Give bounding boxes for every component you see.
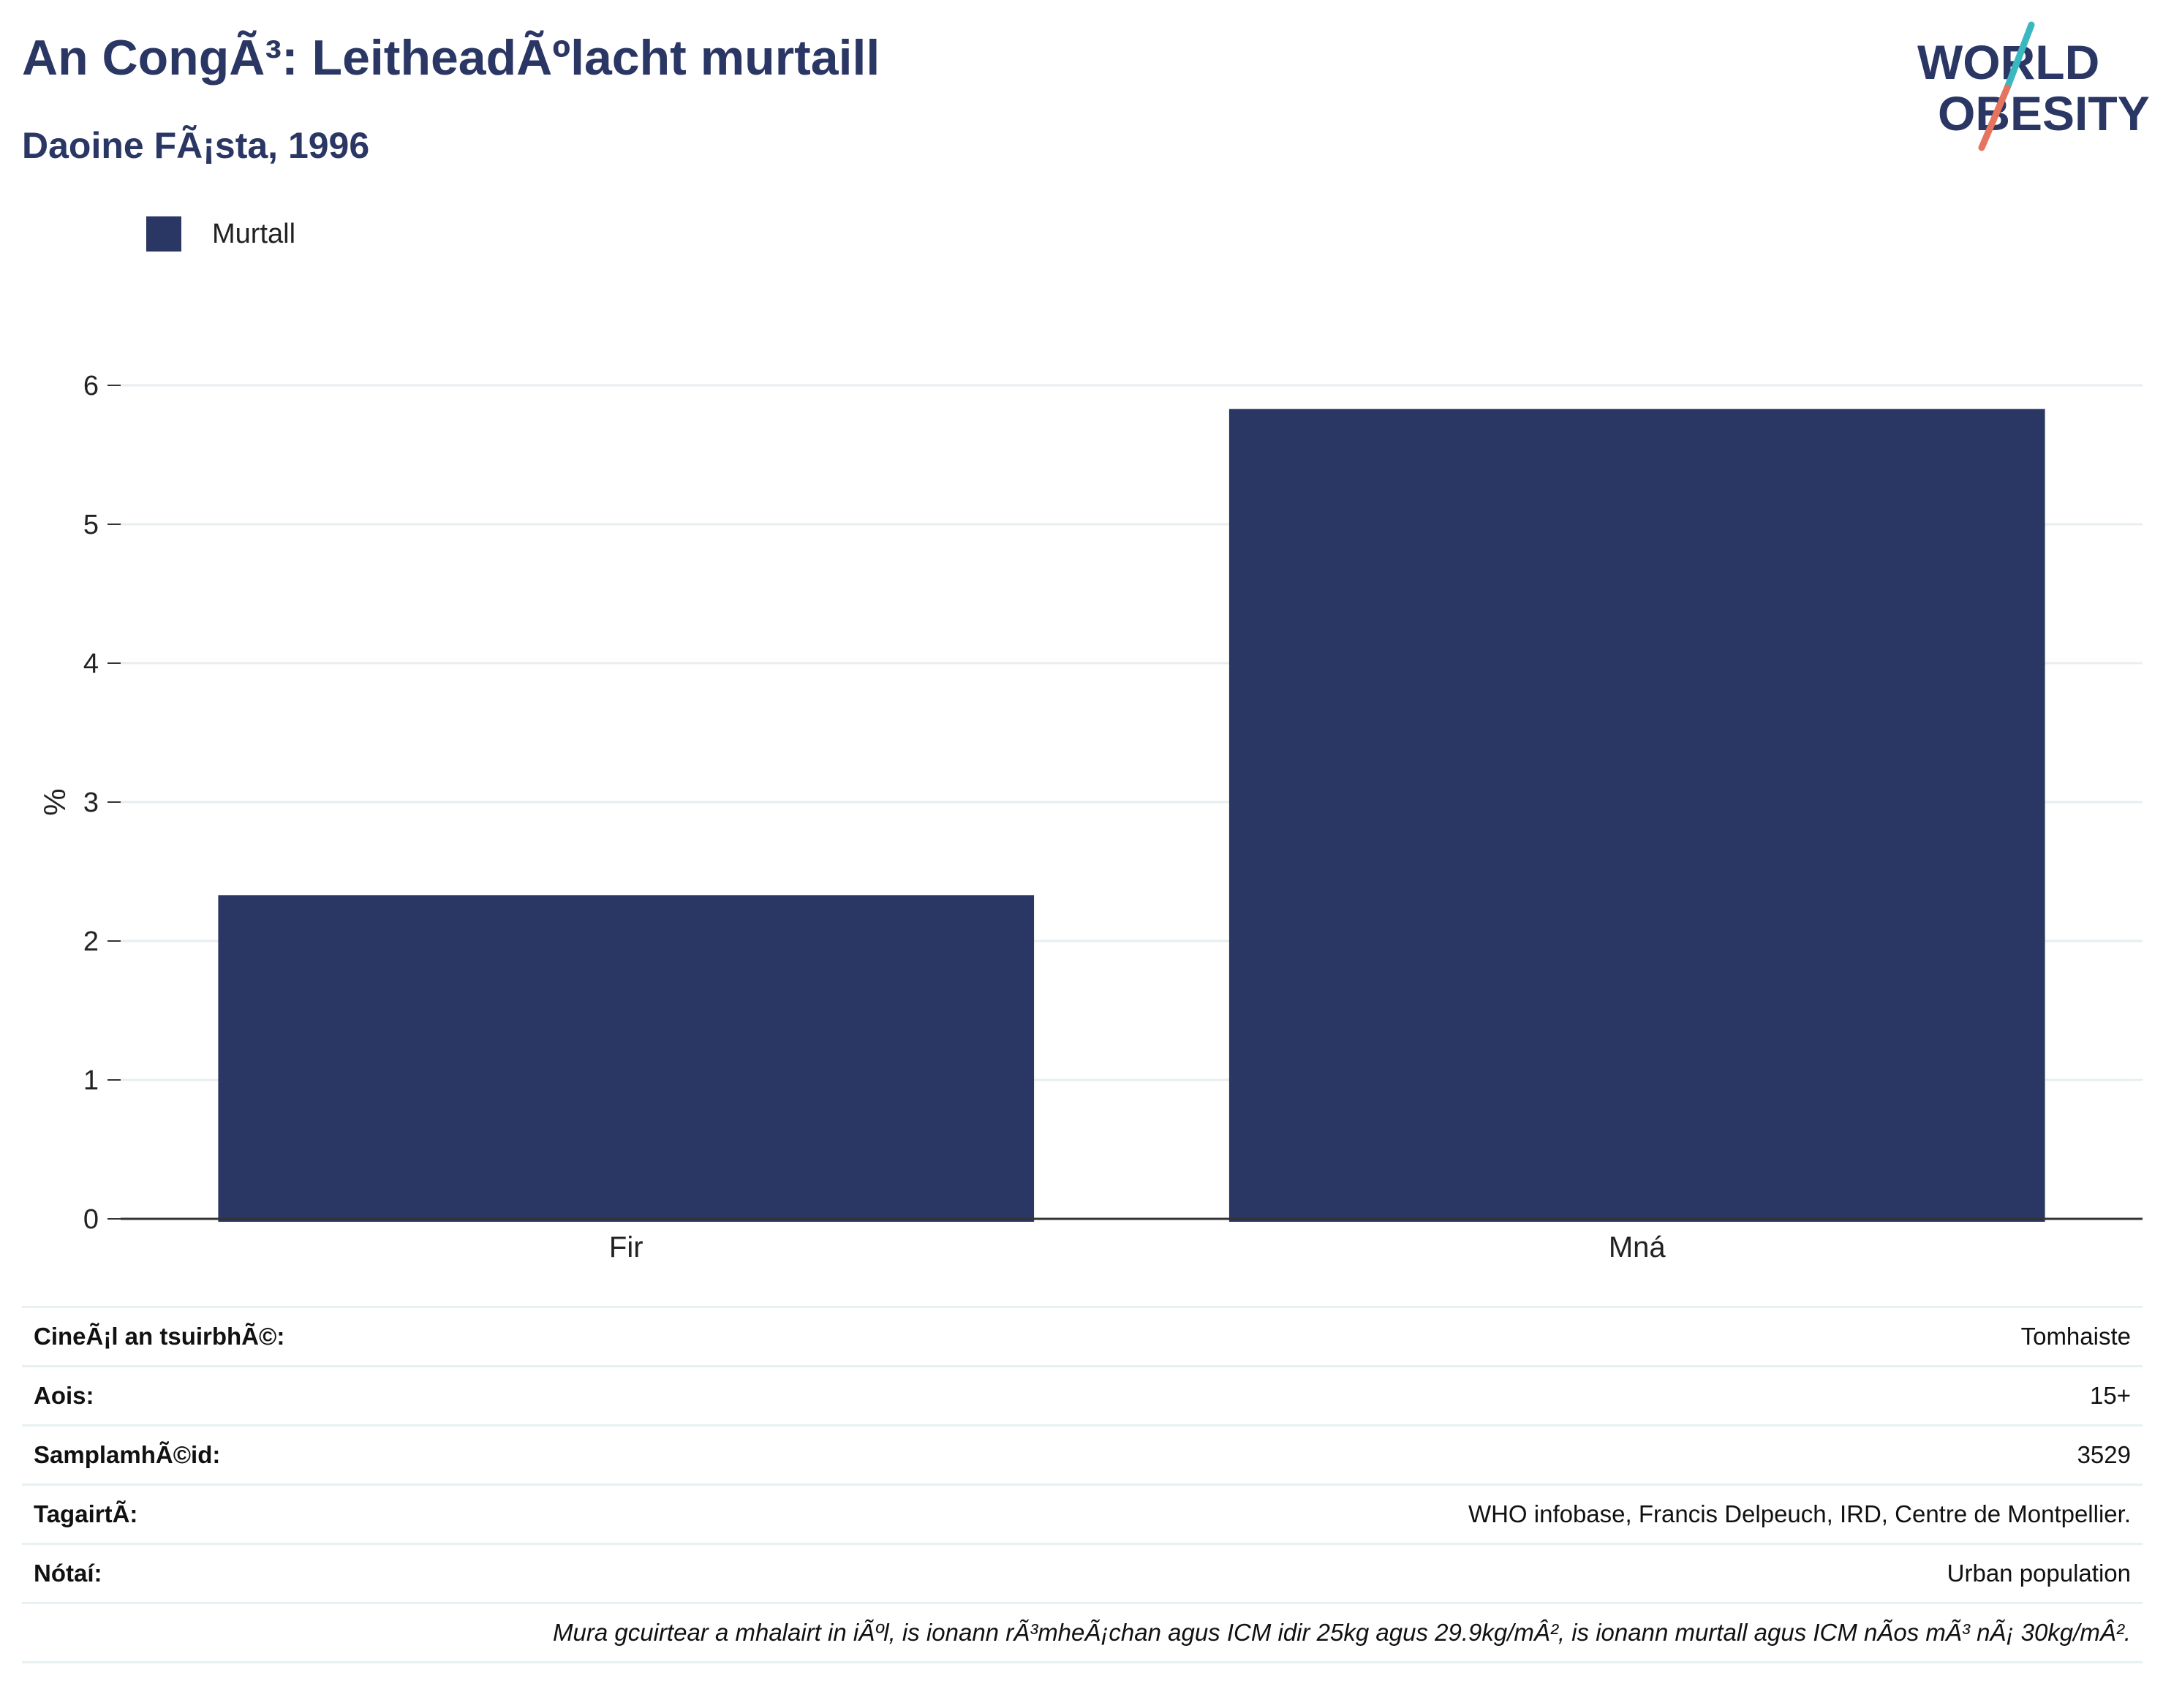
info-key: Aois:	[34, 1382, 94, 1409]
info-value: 3529	[2077, 1441, 2131, 1468]
info-value: WHO infobase, Francis Delpeuch, IRD, Cen…	[1468, 1500, 2131, 1527]
y-tick-label: 2	[83, 926, 99, 957]
bar-1	[1228, 409, 2045, 1222]
info-key: CineÃ¡l an tsuirbhÃ©:	[34, 1323, 285, 1350]
info-value: 15+	[2090, 1382, 2131, 1409]
y-tick-label: 0	[83, 1204, 99, 1235]
y-tick-label: 5	[83, 510, 99, 540]
legend-swatch-murtall	[146, 216, 181, 252]
info-value: Urban population	[1947, 1560, 2131, 1587]
y-tick-label: 1	[83, 1065, 99, 1096]
info-table: CineÃ¡l an tsuirbhÃ©: Tomhaiste Aois: 15…	[22, 1306, 2143, 1663]
bars	[218, 409, 2045, 1222]
info-row-survey-type: CineÃ¡l an tsuirbhÃ©: Tomhaiste	[22, 1306, 2143, 1365]
logo-slash-coral	[1978, 84, 2011, 151]
info-row-sample-size: SamplamhÃ©id: 3529	[22, 1424, 2143, 1484]
y-tick-label: 4	[83, 649, 99, 679]
logo-slash-teal	[2004, 21, 2035, 91]
bar-chart: 0 1 2 3 4 5 6 Fir Mná %	[37, 371, 2143, 1263]
chart-subtitle: Daoine FÃ¡sta, 1996	[22, 125, 370, 166]
y-tick-label: 3	[83, 787, 99, 818]
info-row-reference: TagairtÃ: WHO infobase, Francis Delpeuch…	[22, 1484, 2143, 1543]
info-row-age: Aois: 15+	[22, 1365, 2143, 1424]
info-row-notes: Nótaí: Urban population	[22, 1543, 2143, 1602]
chart-title: An CongÃ³: LeitheadÃºlacht murtaill	[22, 30, 880, 86]
info-value: Tomhaiste	[2020, 1323, 2131, 1350]
y-tick-label: 6	[83, 371, 99, 401]
y-axis-ticks: 0 1 2 3 4 5 6	[83, 371, 121, 1235]
y-axis-label: %	[37, 788, 72, 815]
info-key: TagairtÃ:	[34, 1500, 138, 1527]
x-tick-label: Mná	[1609, 1231, 1666, 1263]
world-obesity-logo: WORLD OBESITY	[1917, 21, 2150, 151]
x-axis-labels: Fir Mná	[609, 1231, 1666, 1263]
info-footnote: Mura gcuirtear a mhalairt in iÃºl, is io…	[22, 1602, 2143, 1663]
legend-label-murtall: Murtall	[212, 218, 296, 249]
bar-0	[218, 895, 1035, 1222]
x-tick-label: Fir	[609, 1231, 643, 1263]
legend: Murtall	[146, 216, 295, 252]
info-key: SamplamhÃ©id:	[34, 1441, 221, 1468]
logo-word-obesity: OBESITY	[1938, 86, 2150, 140]
info-key: Nótaí:	[34, 1560, 102, 1587]
